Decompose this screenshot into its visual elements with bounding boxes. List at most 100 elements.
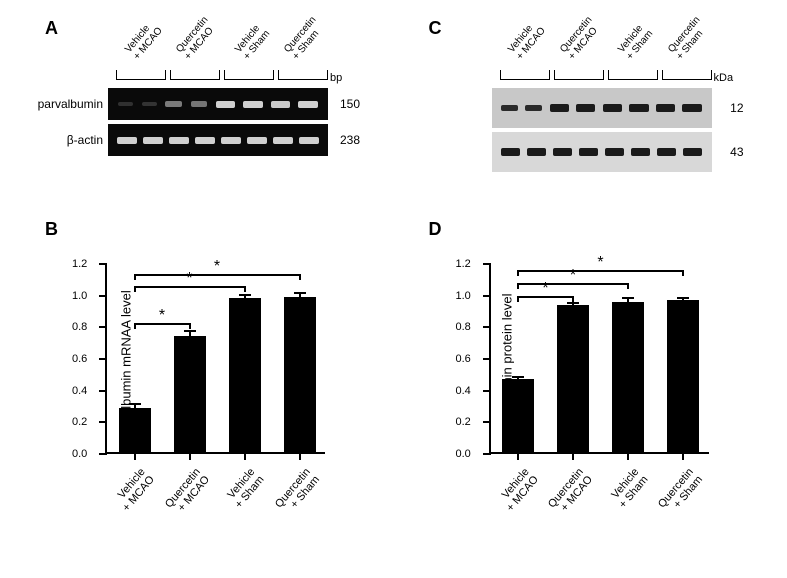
- gel-band: [243, 101, 262, 108]
- error-cap: [239, 294, 251, 296]
- lane-label-text: Quercetin+ Sham: [282, 15, 327, 62]
- lane-bracket: [500, 70, 550, 80]
- panel-c-label: C: [429, 18, 442, 39]
- bar: [612, 302, 644, 452]
- x-tick: [572, 452, 574, 460]
- gel-image: [492, 88, 712, 128]
- panel-a-lane-labels: Vehicle+ MCAOQuercetin+ MCAOVehicle+ Sha…: [115, 10, 329, 80]
- y-tick: [483, 453, 491, 455]
- significance-tick: [517, 283, 519, 289]
- y-tick: [99, 358, 107, 360]
- gel-band: [247, 137, 266, 144]
- y-tick: [99, 453, 107, 455]
- gel-band: [195, 137, 214, 144]
- lane-label-text: Vehicle+ MCAO: [506, 18, 548, 62]
- lane-label-group: Vehicle+ MCAO: [115, 10, 167, 80]
- x-label: Quercetin+ Sham: [273, 466, 322, 518]
- significance-tick: [682, 270, 684, 276]
- gel-band: [682, 104, 701, 112]
- lane-label-text: Vehicle+ MCAO: [123, 18, 165, 62]
- lane-label-text: Vehicle+ Sham: [233, 21, 272, 62]
- gel-band: [143, 137, 162, 144]
- lane-label-group: Quercetin+ Sham: [277, 10, 329, 80]
- x-tick: [682, 452, 684, 460]
- bar: [502, 379, 534, 452]
- bar: [284, 297, 316, 452]
- gel-band: [118, 102, 133, 106]
- error-cap: [512, 376, 524, 378]
- y-tick: [99, 326, 107, 328]
- lane-bracket: [170, 70, 220, 80]
- gel-band: [501, 148, 520, 156]
- x-tick: [244, 452, 246, 460]
- x-label: Vehicle+ Sham: [224, 466, 267, 511]
- significance-tick: [244, 286, 246, 292]
- lane-bracket: [116, 70, 166, 80]
- significance-star: *: [214, 258, 220, 276]
- significance-tick: [299, 274, 301, 280]
- panel-a: A Vehicle+ MCAOQuercetin+ MCAOVehicle+ S…: [10, 10, 394, 210]
- gel-band: [298, 101, 317, 108]
- gel-row-label: parvalbumin: [28, 97, 103, 111]
- panel-c: C Vehicle+ MCAOQuercetin+ MCAOVehicle+ S…: [394, 10, 778, 210]
- y-tick: [483, 421, 491, 423]
- gel-band: [631, 148, 650, 156]
- y-tick: [99, 263, 107, 265]
- y-tick-label: 1.2: [456, 258, 471, 270]
- x-label: Vehicle+ MCAO: [495, 466, 541, 514]
- y-tick: [99, 421, 107, 423]
- bar: [667, 300, 699, 452]
- gel-band: [683, 148, 702, 156]
- gel-band: [117, 137, 136, 144]
- x-tick: [134, 452, 136, 460]
- error-cap: [129, 403, 141, 405]
- lane-bracket: [662, 70, 712, 80]
- lane-label-group: Vehicle+ Sham: [607, 10, 659, 80]
- y-tick-label: 0.6: [72, 353, 87, 365]
- y-tick: [483, 390, 491, 392]
- bar: [119, 408, 151, 452]
- gel-band: [501, 105, 518, 111]
- gel-band: [271, 101, 290, 108]
- significance-tick: [627, 283, 629, 289]
- panel-d-label: D: [429, 219, 442, 240]
- gel-size-label: 150: [340, 97, 360, 111]
- panel-a-label: A: [45, 18, 58, 39]
- bar: [174, 336, 206, 452]
- lane-label-group: Vehicle+ MCAO: [499, 10, 551, 80]
- panel-d: D Parvalbumin protein level 0.00.20.40.6…: [394, 219, 778, 559]
- panel-d-chart-area: 0.00.20.40.60.81.01.2Vehicle+ MCAOQuerce…: [489, 264, 709, 454]
- panel-a-gel-images: parvalbumin150β-actin238: [108, 88, 328, 160]
- y-tick-label: 0.0: [456, 448, 471, 460]
- gel-band: [142, 102, 158, 106]
- y-tick-label: 0.0: [72, 448, 87, 460]
- error-cap: [294, 292, 306, 294]
- significance-star: *: [597, 254, 603, 272]
- gel-band: [165, 101, 182, 107]
- lane-bracket: [278, 70, 328, 80]
- gel-row: parvalbumin150: [108, 88, 328, 120]
- lane-label-group: Quercetin+ Sham: [661, 10, 713, 80]
- gel-band: [603, 104, 622, 112]
- gel-band: [550, 104, 569, 112]
- significance-star: *: [159, 307, 165, 325]
- gel-image: [492, 132, 712, 172]
- y-tick: [99, 295, 107, 297]
- error-cap: [184, 330, 196, 332]
- y-tick: [99, 390, 107, 392]
- significance-tick: [517, 296, 519, 302]
- lane-bracket: [224, 70, 274, 80]
- gel-band: [576, 104, 595, 112]
- x-tick: [517, 452, 519, 460]
- gel-size-label: 43: [730, 145, 743, 159]
- panel-b-chart-area: 0.00.20.40.60.81.01.2Vehicle+ MCAOQuerce…: [105, 264, 325, 454]
- gel-image: [108, 88, 328, 120]
- error-cap: [567, 302, 579, 304]
- lane-label-text: Quercetin+ MCAO: [558, 15, 603, 62]
- panel-c-lane-labels: Vehicle+ MCAOQuercetin+ MCAOVehicle+ Sha…: [499, 10, 713, 80]
- x-tick: [189, 452, 191, 460]
- gel-image: [108, 124, 328, 156]
- x-label: Vehicle+ Sham: [607, 466, 650, 511]
- y-tick-label: 0.4: [72, 385, 87, 397]
- y-tick-label: 0.8: [456, 321, 471, 333]
